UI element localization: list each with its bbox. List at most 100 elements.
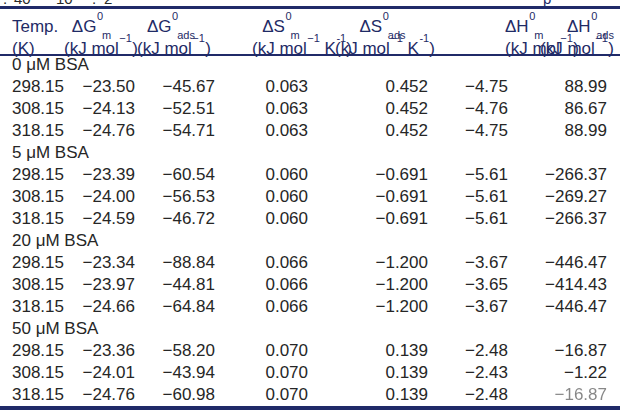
cell-dg0ads: −88.84	[137, 252, 217, 274]
cell-ds0ads: −0.691	[310, 186, 430, 208]
cell-dg0m: −24.00	[64, 186, 137, 208]
cell-dg0m: −23.36	[64, 340, 137, 362]
table-row: 318.15 −24.66 −64.84 0.066 −1.200 −3.67 …	[0, 296, 620, 318]
table-row: 298.15 −23.50 −45.67 0.063 0.452 −4.75 8…	[0, 76, 620, 98]
cell-ds0ads: 0.452	[310, 120, 430, 142]
cell-dh0m: −5.61	[430, 164, 510, 186]
table-row: 318.15 −24.59 −46.72 0.060 −0.691 −5.61 …	[0, 208, 620, 230]
cell-ds0ads: 0.139	[310, 362, 430, 384]
col-symbol: ΔS0ads	[335, 10, 430, 32]
section-row: 5 μM BSA	[0, 142, 620, 164]
table-row: 308.15 −24.00 −56.53 0.060 −0.691 −5.61 …	[0, 186, 620, 208]
thermodynamics-table-page: . 40 10 . 2 p Temp. (K) ΔG0m (kJ mol−1)	[0, 0, 620, 418]
cell-ds0m: 0.070	[217, 362, 310, 384]
table-rule-top	[0, 6, 620, 9]
section-row: 20 μM BSA	[0, 230, 620, 252]
cell-dh0m: −5.61	[430, 186, 510, 208]
cell-ds0m: 0.063	[217, 76, 310, 98]
cell-dh0m: −3.65	[430, 274, 510, 296]
col-symbol: ΔH0m	[505, 10, 510, 32]
cell-dg0m: −24.76	[64, 384, 137, 406]
cell-dg0m: −23.34	[64, 252, 137, 274]
cell-dg0ads: −56.53	[137, 186, 217, 208]
cell-dh0m: −2.48	[430, 340, 510, 362]
cell-temp: 308.15	[0, 186, 64, 208]
cell-dh0m: −4.76	[430, 98, 510, 120]
cell-dh0ads: −16.87	[510, 340, 620, 362]
cell-temp: 298.15	[0, 340, 64, 362]
cell-ds0m: 0.066	[217, 274, 310, 296]
table-header-row: Temp. (K) ΔG0m (kJ mol−1) ΔG0ads (kJ mol…	[0, 10, 620, 54]
cell-ds0m: 0.070	[217, 340, 310, 362]
cell-ds0m: 0.060	[217, 208, 310, 230]
cell-dg0m: −24.76	[64, 120, 137, 142]
cell-dh0m: −2.48	[430, 384, 510, 406]
cell-dh0ads: −16.87	[510, 384, 620, 406]
cell-ds0m: 0.066	[217, 252, 310, 274]
cell-ds0m: 0.066	[217, 296, 310, 318]
table-row: 298.15 −23.39 −60.54 0.060 −0.691 −5.61 …	[0, 164, 620, 186]
table-row: 298.15 −23.36 −58.20 0.070 0.139 −2.48 −…	[0, 340, 620, 362]
cell-dg0ads: −60.54	[137, 164, 217, 186]
col-header-dg0ads: ΔG0ads (kJ mol−1)	[137, 10, 217, 54]
cell-dh0ads: −446.47	[510, 252, 620, 274]
cell-ds0ads: 0.139	[310, 340, 430, 362]
cell-dh0m: −3.67	[430, 296, 510, 318]
table-row: 308.15 −24.13 −52.51 0.063 0.452 −4.76 8…	[0, 98, 620, 120]
cell-dg0ads: −54.71	[137, 120, 217, 142]
cell-dh0ads: 88.99	[510, 76, 620, 98]
cell-dg0m: −23.50	[64, 76, 137, 98]
cell-ds0m: 0.070	[217, 384, 310, 406]
cell-ds0ads: 0.452	[310, 76, 430, 98]
cell-temp: 298.15	[0, 164, 64, 186]
cell-temp: 318.15	[0, 296, 64, 318]
cell-dg0ads: −64.84	[137, 296, 217, 318]
cell-ds0ads: −1.200	[310, 296, 430, 318]
section-label: 5 μM BSA	[0, 142, 620, 164]
cell-dh0ads: −269.27	[510, 186, 620, 208]
cell-temp: 308.15	[0, 98, 64, 120]
cell-dh0ads: −414.43	[510, 274, 620, 296]
cell-ds0ads: −0.691	[310, 164, 430, 186]
cell-ds0ads: −1.200	[310, 274, 430, 296]
col-unit: (kJ mol−1)	[505, 32, 510, 54]
cell-dh0ads: 88.99	[510, 120, 620, 142]
cell-temp: 318.15	[0, 208, 64, 230]
col-header-dg0m: ΔG0m (kJ mol−1)	[64, 10, 137, 54]
cell-dg0m: −24.01	[64, 362, 137, 384]
cell-dg0m: −24.66	[64, 296, 137, 318]
col-unit: (kJ mol−1 K-1)	[252, 32, 310, 54]
cell-dg0ads: −45.67	[137, 76, 217, 98]
cell-dg0ads: −58.20	[137, 340, 217, 362]
thermodynamic-parameters-table: Temp. (K) ΔG0m (kJ mol−1) ΔG0ads (kJ mol…	[0, 10, 620, 406]
cell-dh0m: −3.67	[430, 252, 510, 274]
cell-dg0m: −24.59	[64, 208, 137, 230]
table-row: 298.15 −23.34 −88.84 0.066 −1.200 −3.67 …	[0, 252, 620, 274]
table-rule-bottom	[0, 406, 620, 410]
cell-dh0ads: −266.37	[510, 164, 620, 186]
section-label: 20 μM BSA	[0, 230, 620, 252]
cell-ds0m: 0.063	[217, 120, 310, 142]
cell-temp: 308.15	[0, 362, 64, 384]
cell-dh0ads: −1.22	[510, 362, 620, 384]
cell-dh0ads: −266.37	[510, 208, 620, 230]
cell-ds0ads: −0.691	[310, 208, 430, 230]
table-row: 308.15 −23.97 −44.81 0.066 −1.200 −3.65 …	[0, 274, 620, 296]
section-label: 50 μM BSA	[0, 318, 620, 340]
col-header-dh0m: ΔH0m (kJ mol−1)	[430, 10, 510, 54]
col-symbol: Temp.	[12, 10, 64, 32]
cell-temp: 308.15	[0, 274, 64, 296]
col-unit: (kJ mol−1 K-1)	[335, 32, 430, 54]
cell-dg0ads: −52.51	[137, 98, 217, 120]
cell-dg0m: −24.13	[64, 98, 137, 120]
cell-temp: 318.15	[0, 120, 64, 142]
cell-ds0ads: 0.452	[310, 98, 430, 120]
table-row: 308.15 −24.01 −43.94 0.070 0.139 −2.43 −…	[0, 362, 620, 384]
cell-ds0m: 0.060	[217, 164, 310, 186]
section-row: 50 μM BSA	[0, 318, 620, 340]
cell-ds0m: 0.063	[217, 98, 310, 120]
cell-dg0ads: −44.81	[137, 274, 217, 296]
cell-ds0ads: −1.200	[310, 252, 430, 274]
cell-ds0ads: 0.139	[310, 384, 430, 406]
cell-dg0m: −23.39	[64, 164, 137, 186]
